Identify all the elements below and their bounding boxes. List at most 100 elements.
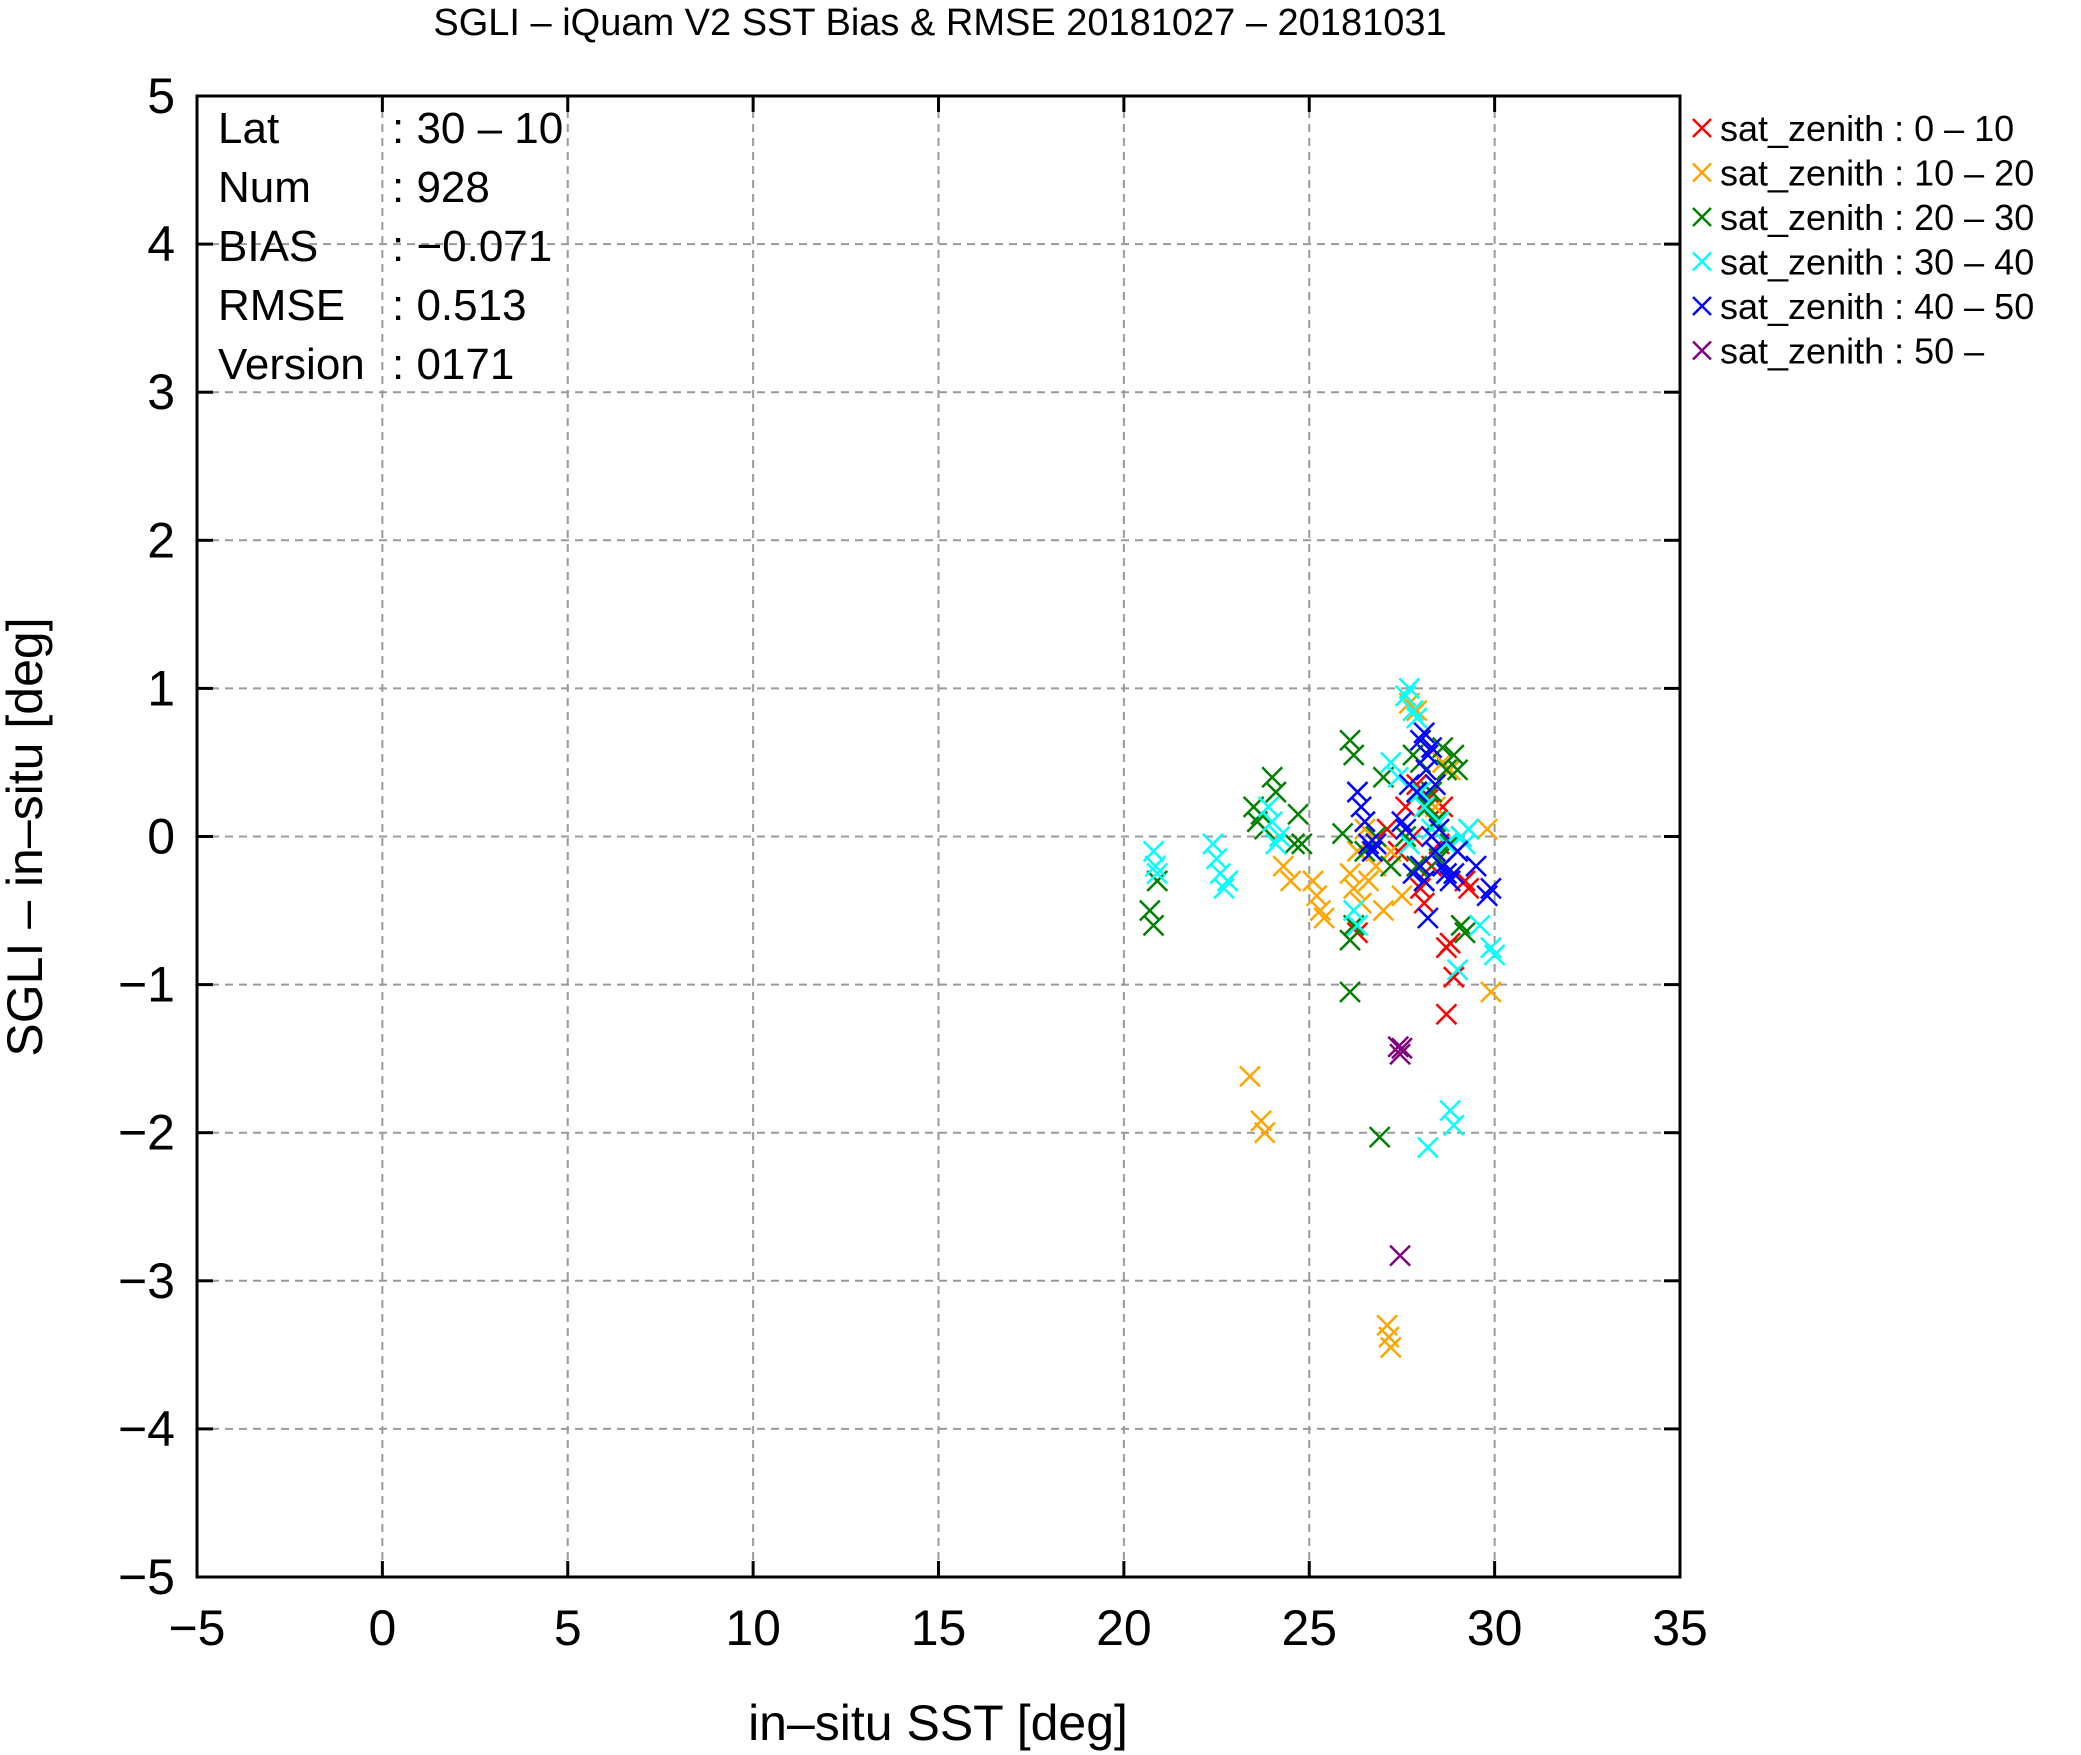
- data-point: [1446, 758, 1469, 781]
- y-axis-label: SGLI – in–situ [deg]: [0, 617, 53, 1056]
- data-point: [1442, 966, 1465, 989]
- data-point: [1376, 818, 1398, 840]
- data-point: [1239, 1065, 1261, 1088]
- data-point: [1342, 744, 1365, 766]
- data-point: [1446, 958, 1469, 981]
- x-tick-label: −5: [168, 1600, 225, 1656]
- data-point: [1439, 870, 1462, 892]
- legend-marker: [1692, 207, 1712, 227]
- series-points: [1142, 677, 1506, 1159]
- data-point: [1435, 833, 1458, 855]
- data-point: [1413, 870, 1436, 892]
- data-point: [1309, 899, 1332, 922]
- stat-value: : 30 – 10: [392, 104, 563, 153]
- data-point: [1413, 721, 1436, 744]
- data-point: [1339, 862, 1361, 885]
- data-point: [1290, 833, 1313, 855]
- data-point: [1353, 818, 1376, 840]
- data-point: [1368, 1126, 1391, 1149]
- y-tick-label: 4: [147, 216, 175, 272]
- data-point: [1287, 803, 1310, 826]
- data-point: [1409, 781, 1432, 803]
- data-point: [1465, 855, 1487, 878]
- data-point: [1413, 892, 1436, 915]
- legend-label: sat_zenith : 40 – 50: [1720, 286, 2034, 327]
- data-point: [1454, 921, 1476, 944]
- data-point: [1138, 899, 1161, 922]
- data-point: [1261, 766, 1284, 789]
- data-point: [1417, 907, 1439, 929]
- data-point: [1361, 840, 1384, 863]
- legend-marker: [1692, 118, 1712, 138]
- data-point: [1446, 840, 1469, 863]
- data-point: [1413, 795, 1436, 818]
- data-point: [1483, 944, 1506, 966]
- data-point: [1201, 833, 1224, 855]
- data-point: [1439, 932, 1462, 955]
- y-tick-label: 1: [147, 660, 175, 716]
- data-point: [1213, 877, 1235, 900]
- data-point: [1279, 870, 1302, 892]
- data-point: [1283, 833, 1306, 855]
- grid-lines: [197, 96, 1680, 1577]
- data-point: [1420, 736, 1443, 759]
- data-point: [1353, 810, 1376, 833]
- data-point: [1417, 1136, 1439, 1159]
- y-tick-label: −4: [118, 1401, 175, 1457]
- legend-label: sat_zenith : 50 –: [1720, 331, 1984, 372]
- legend-marker: [1692, 162, 1712, 183]
- data-point: [1405, 773, 1428, 796]
- data-point: [1357, 870, 1380, 892]
- series-points: [1138, 729, 1480, 1149]
- data-point: [1264, 833, 1287, 855]
- y-tick-label: 0: [147, 809, 175, 865]
- data-point: [1389, 1043, 1411, 1066]
- data-point: [1339, 981, 1361, 1003]
- y-tick-label: −5: [118, 1549, 175, 1605]
- data-point: [1250, 1109, 1272, 1132]
- y-tick-label: 3: [147, 364, 175, 420]
- data-point: [1480, 936, 1502, 959]
- data-point: [1405, 707, 1428, 729]
- data-point: [1476, 884, 1499, 907]
- data-point: [1442, 1114, 1465, 1137]
- data-point: [1365, 833, 1387, 855]
- axis-ticks: −5 0 5 10 15 20 25 30 35 −5 −4 −3 −2 −1 0 1 2 3 4 5: [118, 68, 1708, 1656]
- data-point: [1372, 899, 1395, 922]
- x-tick-label: 15: [911, 1600, 967, 1656]
- series-points: [1346, 721, 1502, 929]
- data-point: [1435, 1003, 1458, 1026]
- data-point: [1402, 862, 1424, 885]
- legend-marker: [1692, 340, 1712, 361]
- data-point: [1468, 914, 1491, 937]
- data-point: [1417, 795, 1439, 818]
- legend-label: sat_zenith : 30 – 40: [1720, 242, 2034, 283]
- x-tick-label: 35: [1652, 1600, 1708, 1656]
- x-axis-label: in–situ SST [deg]: [748, 1695, 1128, 1751]
- data-point: [1389, 1244, 1411, 1267]
- data-point: [1339, 929, 1361, 952]
- data-point: [1398, 677, 1421, 700]
- data-point: [1450, 914, 1473, 937]
- data-point: [1435, 758, 1458, 781]
- y-tick-label: −3: [118, 1253, 175, 1309]
- stat-key: Lat: [218, 104, 279, 153]
- data-point: [1409, 729, 1432, 752]
- y-tick-label: −1: [118, 957, 175, 1013]
- data-point: [1480, 877, 1502, 900]
- data-point: [1457, 818, 1480, 840]
- data-point: [1398, 833, 1421, 855]
- data-point: [1424, 840, 1447, 863]
- data-point: [1357, 833, 1380, 855]
- legend-marker: [1692, 251, 1712, 272]
- data-point: [1439, 1099, 1462, 1122]
- data-point: [1339, 729, 1361, 752]
- data-point: [1394, 684, 1417, 707]
- x-tick-label: 0: [368, 1600, 396, 1656]
- data-point: [1144, 855, 1167, 878]
- stat-key: Version: [218, 340, 365, 389]
- stat-value: : 0171: [392, 340, 514, 389]
- legend-label: sat_zenith : 10 – 20: [1720, 153, 2034, 194]
- data-points: [1138, 677, 1506, 1359]
